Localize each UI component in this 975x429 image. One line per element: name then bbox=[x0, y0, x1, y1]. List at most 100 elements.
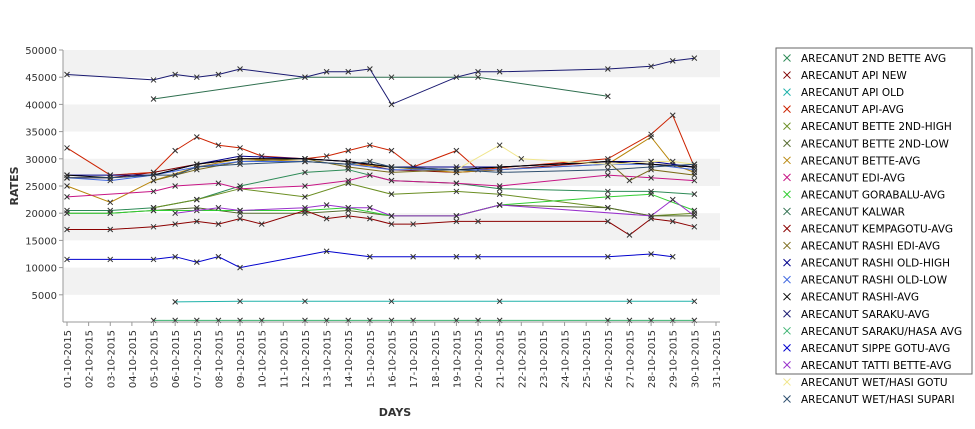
data-point bbox=[604, 188, 611, 195]
x-tick-label: 13-10-2015 bbox=[323, 330, 334, 388]
data-point bbox=[345, 177, 352, 184]
legend-item: ARECANUT BETTE 2ND-HIGH bbox=[783, 121, 952, 133]
legend-item: ARECANUT 2ND BETTE AVG bbox=[783, 53, 946, 65]
data-point bbox=[388, 74, 395, 81]
data-point bbox=[626, 298, 633, 305]
legend-label: ARECANUT SARAKU-AVG bbox=[801, 309, 930, 321]
x-tick-label: 19-10-2015 bbox=[452, 330, 463, 388]
data-point bbox=[475, 68, 481, 75]
data-point bbox=[107, 210, 114, 217]
legend-label: ARECANUT BETTE 2ND-LOW bbox=[801, 138, 950, 150]
grid-band bbox=[63, 267, 720, 295]
x-tick-label: 14-10-2015 bbox=[344, 330, 355, 388]
data-point bbox=[302, 183, 308, 189]
data-point bbox=[626, 232, 633, 238]
data-point bbox=[367, 253, 373, 260]
data-point bbox=[410, 253, 416, 260]
legend-marker bbox=[783, 139, 791, 148]
data-point bbox=[388, 213, 395, 219]
data-point bbox=[604, 204, 611, 211]
legend-marker bbox=[783, 207, 791, 216]
data-point bbox=[453, 253, 460, 260]
legend-item: ARECANUT RASHI-AVG bbox=[783, 292, 919, 304]
data-point bbox=[496, 191, 503, 198]
data-point bbox=[150, 177, 157, 184]
legend-marker bbox=[783, 105, 791, 114]
legend-marker bbox=[783, 378, 791, 386]
data-point bbox=[648, 213, 654, 219]
legend-item: ARECANUT SARAKU-AVG bbox=[783, 309, 930, 321]
legend-label: ARECANUT SIPPE GOTU-AVG bbox=[801, 343, 950, 355]
data-point bbox=[388, 147, 395, 154]
data-point bbox=[453, 218, 460, 225]
data-point bbox=[302, 169, 308, 176]
y-tick-label: 40000 bbox=[25, 100, 57, 111]
data-point bbox=[237, 207, 243, 214]
legend-item: ARECANUT API OLD bbox=[783, 87, 904, 99]
y-tick-label: 10000 bbox=[25, 264, 57, 275]
x-tick-label: 03-10-2015 bbox=[106, 330, 117, 388]
data-point bbox=[604, 166, 611, 173]
data-point bbox=[172, 210, 179, 217]
data-point bbox=[323, 202, 330, 208]
data-point bbox=[107, 226, 114, 233]
legend-marker bbox=[783, 361, 791, 369]
data-point bbox=[64, 226, 70, 233]
x-tick-label: 16-10-2015 bbox=[388, 330, 399, 388]
data-point bbox=[150, 207, 157, 214]
x-tick-label: 27-10-2015 bbox=[625, 330, 636, 388]
data-point bbox=[64, 210, 70, 217]
data-point bbox=[215, 204, 222, 211]
data-point bbox=[215, 221, 222, 227]
x-tick-label: 09-10-2015 bbox=[236, 330, 247, 388]
y-tick-label: 20000 bbox=[25, 209, 57, 220]
data-point bbox=[669, 112, 676, 119]
data-point bbox=[604, 172, 611, 178]
data-point bbox=[150, 96, 157, 102]
data-point bbox=[323, 68, 330, 75]
legend-item: ARECANUT API NEW bbox=[783, 70, 907, 82]
legend-label: ARECANUT WET/HASI SUPARI bbox=[801, 394, 955, 406]
data-point bbox=[345, 68, 352, 75]
data-point bbox=[172, 299, 179, 305]
data-point bbox=[367, 66, 373, 72]
data-point bbox=[193, 259, 200, 266]
series-21 bbox=[64, 158, 698, 181]
legend-label: ARECANUT API-AVG bbox=[801, 104, 904, 116]
data-point bbox=[626, 177, 633, 184]
data-point bbox=[367, 142, 373, 149]
legend-item: ARECANUT API-AVG bbox=[783, 104, 904, 116]
data-point bbox=[388, 177, 395, 184]
legend-marker bbox=[783, 122, 791, 131]
legend-item: ARECANUT EDI-AVG bbox=[783, 172, 905, 184]
data-point bbox=[302, 298, 308, 305]
legend-label: ARECANUT RASHI-AVG bbox=[801, 292, 919, 304]
data-point bbox=[345, 213, 352, 219]
data-point bbox=[64, 256, 70, 263]
data-point bbox=[388, 164, 395, 170]
data-point bbox=[150, 172, 157, 178]
x-tick-label: 21-10-2015 bbox=[496, 330, 507, 388]
data-point bbox=[367, 172, 373, 178]
data-point bbox=[193, 218, 200, 225]
legend-label: ARECANUT BETTE 2ND-HIGH bbox=[801, 121, 952, 133]
data-point bbox=[388, 191, 395, 198]
data-point bbox=[367, 158, 373, 165]
data-point bbox=[345, 147, 352, 154]
data-point bbox=[496, 298, 503, 305]
legend-label: ARECANUT BETTE-AVG bbox=[801, 155, 920, 167]
data-point bbox=[64, 174, 70, 181]
data-point bbox=[518, 155, 525, 162]
legend-item: ARECANUT WET/HASI SUPARI bbox=[783, 394, 955, 406]
x-axis-title: DAYS bbox=[379, 406, 412, 419]
legend-marker bbox=[783, 309, 791, 318]
data-point bbox=[669, 58, 676, 64]
data-point bbox=[172, 221, 179, 227]
grid-bands bbox=[63, 50, 720, 295]
x-tick-label: 10-10-2015 bbox=[258, 330, 269, 388]
data-point bbox=[302, 158, 308, 165]
data-point bbox=[691, 223, 698, 230]
data-point bbox=[648, 63, 654, 70]
data-point bbox=[691, 298, 698, 305]
legend: ARECANUT 2ND BETTE AVG ARECANUT API NEW AR… bbox=[775, 47, 973, 406]
